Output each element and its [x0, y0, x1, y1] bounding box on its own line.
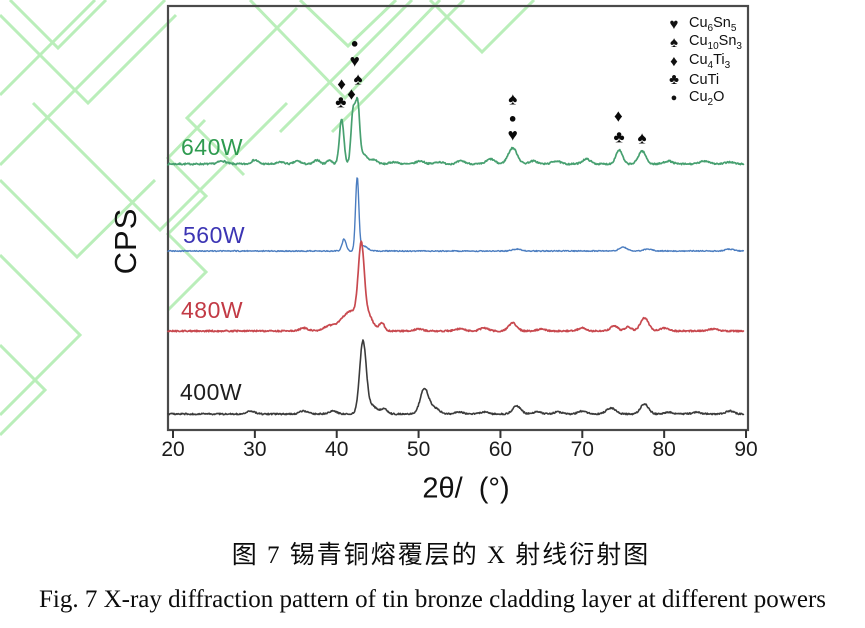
- curve-label-640w: 640W: [181, 134, 244, 160]
- caption-en: Fig. 7 X-ray diffraction pattern of tin …: [39, 586, 826, 613]
- x-tick-label-30: 30: [243, 438, 267, 461]
- x-axis-label: 2θ/ (°): [422, 472, 510, 505]
- legend-formula: Cu6Sn5: [689, 14, 737, 34]
- club-icon: ♣: [669, 71, 679, 89]
- circle-icon: ●: [670, 91, 678, 104]
- marker-club-icon: ♣: [613, 127, 625, 147]
- diamond-icon: ♦: [670, 52, 678, 70]
- xrd-curve-560w: [167, 177, 745, 253]
- legend-formula: CuTi: [689, 71, 720, 88]
- caption-zh: 图 7 锡青铜熔覆层的 X 射线衍射图: [231, 542, 651, 569]
- x-tick-label-60: 60: [488, 438, 513, 461]
- marker-circle-icon: ●: [350, 35, 359, 51]
- x-tick-label-90: 90: [734, 438, 758, 461]
- curve-label-480w: 480W: [181, 297, 244, 323]
- legend-item-spade: ♠ Cu10Sn3: [662, 33, 742, 53]
- marker-diamond-icon: ♦: [613, 106, 623, 126]
- legend-item-club: ♣ CuTi: [662, 71, 742, 90]
- legend-formula: Cu2O: [689, 88, 725, 108]
- marker-circle-icon: ●: [508, 110, 517, 126]
- legend-item-heart: ♥ Cu6Sn5: [662, 15, 742, 34]
- spade-icon: ♠: [670, 34, 678, 52]
- xrd-curve-400w: [167, 339, 745, 416]
- legend-item-diamond: ♦ Cu4Ti3: [662, 52, 742, 71]
- x-tick-label-20: 20: [161, 438, 185, 461]
- legend-item-circle: ● Cu2O: [662, 89, 742, 108]
- legend: ♥ Cu6Sn5 ♠ Cu10Sn3 ♦ Cu4Ti3 ♣ CuTi ● Cu2O: [662, 15, 742, 108]
- marker-heart-icon: ♥: [507, 125, 518, 145]
- marker-diamond-icon: ♦: [347, 84, 356, 104]
- legend-formula: Cu10Sn3: [689, 33, 742, 53]
- marker-diamond-icon: ♦: [337, 74, 346, 94]
- y-axis-label: CPS: [108, 207, 143, 275]
- marker-spade-icon: ♠: [508, 89, 518, 109]
- marker-club-icon: ♣: [335, 92, 347, 112]
- marker-spade-icon: ♠: [637, 128, 647, 148]
- x-tick-label-50: 50: [406, 438, 431, 461]
- xrd-curve-480w: [167, 240, 745, 333]
- x-tick-label-40: 40: [325, 438, 349, 461]
- marker-spade-icon: ♠: [353, 69, 363, 89]
- marker-heart-icon: ♥: [349, 51, 360, 71]
- xrd-curve-640w: [167, 96, 745, 166]
- curve-label-400w: 400W: [180, 379, 243, 405]
- legend-formula: Cu4Ti3: [689, 51, 731, 71]
- heart-icon: ♥: [669, 15, 679, 33]
- plot-frame: [166, 4, 750, 432]
- x-tick-label-70: 70: [570, 438, 594, 461]
- watermark-pattern: [0, 0, 536, 437]
- curve-label-560w: 560W: [183, 222, 246, 248]
- x-tick-label-80: 80: [652, 438, 676, 461]
